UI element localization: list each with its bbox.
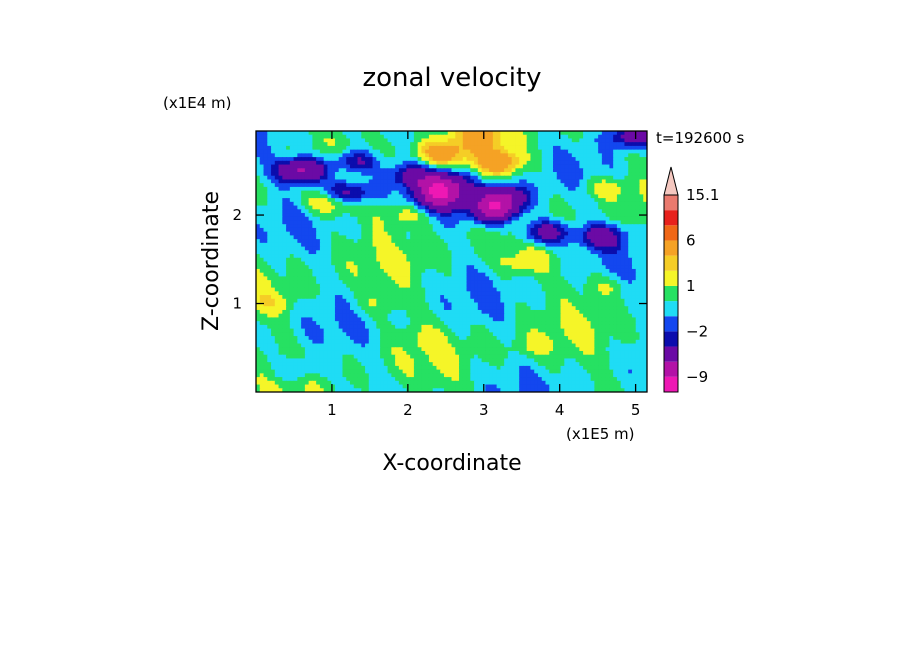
- chart-title: zonal velocity: [362, 63, 541, 93]
- colorbar-label: 1: [686, 277, 696, 295]
- colorbar-swatch: [664, 270, 678, 286]
- colorbar-swatch: [664, 301, 678, 317]
- x-tick-label: 3: [479, 401, 489, 419]
- colorbar-swatch: [664, 195, 678, 211]
- x-tick-label: 1: [327, 401, 337, 419]
- colorbar-swatch: [664, 240, 678, 256]
- colorbar-swatch: [664, 210, 678, 226]
- colorbar-swatch: [664, 285, 678, 302]
- colorbar-label: −9: [686, 368, 708, 386]
- x-axis-ticks: 1 2 3 4 5: [327, 131, 640, 419]
- colorbar-swatch: [664, 331, 678, 347]
- colorbar-swatch: [664, 255, 678, 271]
- time-label: t=192600 s: [656, 129, 744, 147]
- x-axis-label: X-coordinate: [382, 451, 521, 476]
- y-axis-ticks: 12: [232, 206, 647, 313]
- y-scale-label: (x1E4 m): [163, 94, 232, 112]
- x-tick-label: 5: [631, 401, 641, 419]
- y-tick-label: 2: [232, 206, 242, 224]
- x-tick-label: 2: [403, 401, 413, 419]
- colorbar-swatch: [664, 225, 678, 241]
- x-scale-label: (x1E5 m): [566, 425, 635, 443]
- colorbar-swatch: [664, 376, 678, 392]
- colorbar-label: 6: [686, 232, 696, 250]
- velocity-field: [256, 131, 647, 392]
- colorbar-frame: [663, 194, 679, 393]
- colorbar: 15.1 6 1 −2 −9: [663, 166, 719, 393]
- y-axis-label: Z-coordinate: [199, 191, 224, 331]
- colorbar-swatch: [664, 361, 678, 377]
- colorbar-swatch: [664, 316, 678, 332]
- colorbar-label: 15.1: [686, 186, 719, 204]
- colorbar-swatch: [664, 346, 678, 362]
- colorbar-label: −2: [686, 322, 708, 340]
- plot-frame: [255, 130, 648, 393]
- y-tick-label: 1: [232, 295, 242, 313]
- colorbar-extend-arrow: [663, 166, 679, 196]
- x-tick-label: 4: [555, 401, 565, 419]
